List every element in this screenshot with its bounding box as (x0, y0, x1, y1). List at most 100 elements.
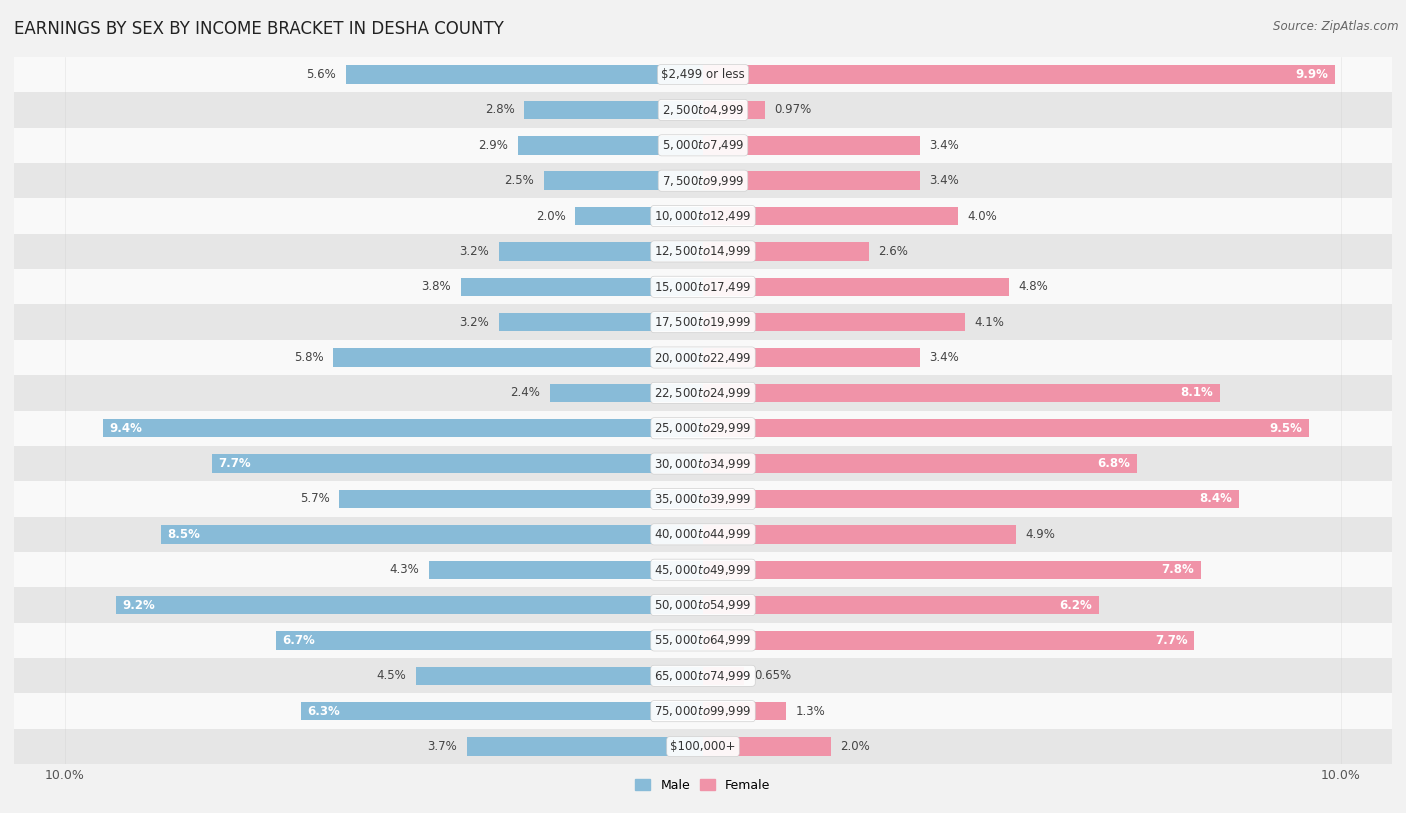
Bar (0, 623, 1406, 659)
Bar (499, 313, 703, 332)
Text: 0.65%: 0.65% (754, 669, 792, 682)
Text: $20,000 to $22,499: $20,000 to $22,499 (654, 350, 752, 364)
Text: 3.4%: 3.4% (929, 351, 959, 364)
Bar (703, 207, 957, 225)
Bar (160, 525, 703, 544)
Bar (575, 207, 703, 225)
Bar (703, 65, 1334, 84)
Text: $22,500 to $24,999: $22,500 to $24,999 (654, 386, 752, 400)
Bar (703, 525, 1015, 544)
Text: 4.0%: 4.0% (967, 210, 997, 223)
Bar (276, 631, 703, 650)
Text: $65,000 to $74,999: $65,000 to $74,999 (654, 669, 752, 683)
Bar (0, 198, 1406, 234)
Text: 9.9%: 9.9% (1295, 68, 1329, 81)
Bar (0, 233, 1406, 269)
Text: 4.3%: 4.3% (389, 563, 419, 576)
Text: $2,499 or less: $2,499 or less (661, 68, 745, 81)
Text: 2.5%: 2.5% (505, 174, 534, 187)
Text: 5.8%: 5.8% (294, 351, 323, 364)
Bar (703, 596, 1098, 615)
Bar (703, 348, 920, 367)
Bar (104, 419, 703, 437)
Bar (429, 560, 703, 579)
Bar (0, 693, 1406, 729)
Bar (0, 269, 1406, 304)
Text: EARNINGS BY SEX BY INCOME BRACKET IN DESHA COUNTY: EARNINGS BY SEX BY INCOME BRACKET IN DES… (14, 20, 503, 38)
Text: 2.0%: 2.0% (536, 210, 565, 223)
Bar (339, 489, 703, 508)
Bar (117, 596, 703, 615)
Text: $50,000 to $54,999: $50,000 to $54,999 (654, 598, 752, 612)
Text: 6.3%: 6.3% (308, 705, 340, 718)
Text: $7,500 to $9,999: $7,500 to $9,999 (662, 174, 744, 188)
Text: $35,000 to $39,999: $35,000 to $39,999 (654, 492, 752, 506)
Text: 6.7%: 6.7% (283, 634, 315, 647)
Bar (0, 659, 1406, 693)
Bar (703, 101, 765, 120)
Bar (0, 729, 1406, 764)
Bar (0, 411, 1406, 446)
Bar (524, 101, 703, 120)
Bar (467, 737, 703, 756)
Bar (0, 517, 1406, 552)
Bar (461, 277, 703, 296)
Text: $75,000 to $99,999: $75,000 to $99,999 (654, 704, 752, 718)
Text: 8.4%: 8.4% (1199, 493, 1233, 506)
Text: 2.4%: 2.4% (510, 386, 540, 399)
Text: 3.2%: 3.2% (460, 315, 489, 328)
Bar (346, 65, 703, 84)
Bar (333, 348, 703, 367)
Bar (0, 340, 1406, 375)
Bar (703, 667, 744, 685)
Text: 1.3%: 1.3% (796, 705, 825, 718)
Bar (703, 172, 920, 190)
Bar (703, 631, 1194, 650)
Bar (0, 481, 1406, 517)
Bar (703, 136, 920, 154)
Text: 3.4%: 3.4% (929, 139, 959, 152)
Text: 3.7%: 3.7% (427, 740, 457, 753)
Bar (0, 57, 1406, 92)
Text: $40,000 to $44,999: $40,000 to $44,999 (654, 528, 752, 541)
Text: $30,000 to $34,999: $30,000 to $34,999 (654, 457, 752, 471)
Text: $5,000 to $7,499: $5,000 to $7,499 (662, 138, 744, 152)
Bar (0, 163, 1406, 198)
Bar (703, 737, 831, 756)
Text: 9.2%: 9.2% (122, 598, 155, 611)
Bar (550, 384, 703, 402)
Text: 0.97%: 0.97% (775, 103, 811, 116)
Text: $17,500 to $19,999: $17,500 to $19,999 (654, 315, 752, 329)
Bar (703, 384, 1219, 402)
Bar (0, 552, 1406, 587)
Bar (703, 454, 1137, 473)
Bar (703, 277, 1010, 296)
Text: 7.7%: 7.7% (1156, 634, 1188, 647)
Bar (416, 667, 703, 685)
Text: Source: ZipAtlas.com: Source: ZipAtlas.com (1274, 20, 1399, 33)
Text: 9.4%: 9.4% (110, 422, 142, 435)
Text: 8.5%: 8.5% (167, 528, 200, 541)
Bar (703, 242, 869, 261)
Bar (301, 702, 703, 720)
Text: 6.8%: 6.8% (1098, 457, 1130, 470)
Text: 8.1%: 8.1% (1181, 386, 1213, 399)
Text: 4.9%: 4.9% (1025, 528, 1054, 541)
Text: 3.8%: 3.8% (422, 280, 451, 293)
Text: 4.1%: 4.1% (974, 315, 1004, 328)
Text: 3.4%: 3.4% (929, 174, 959, 187)
Text: 4.5%: 4.5% (377, 669, 406, 682)
Bar (0, 304, 1406, 340)
Bar (703, 489, 1239, 508)
Bar (212, 454, 703, 473)
Text: $100,000+: $100,000+ (671, 740, 735, 753)
Text: 2.6%: 2.6% (879, 245, 908, 258)
Text: 4.8%: 4.8% (1019, 280, 1049, 293)
Bar (544, 172, 703, 190)
Bar (0, 446, 1406, 481)
Bar (499, 242, 703, 261)
Text: 7.8%: 7.8% (1161, 563, 1194, 576)
Text: 2.9%: 2.9% (478, 139, 509, 152)
Text: $2,500 to $4,999: $2,500 to $4,999 (662, 103, 744, 117)
Text: $45,000 to $49,999: $45,000 to $49,999 (654, 563, 752, 576)
